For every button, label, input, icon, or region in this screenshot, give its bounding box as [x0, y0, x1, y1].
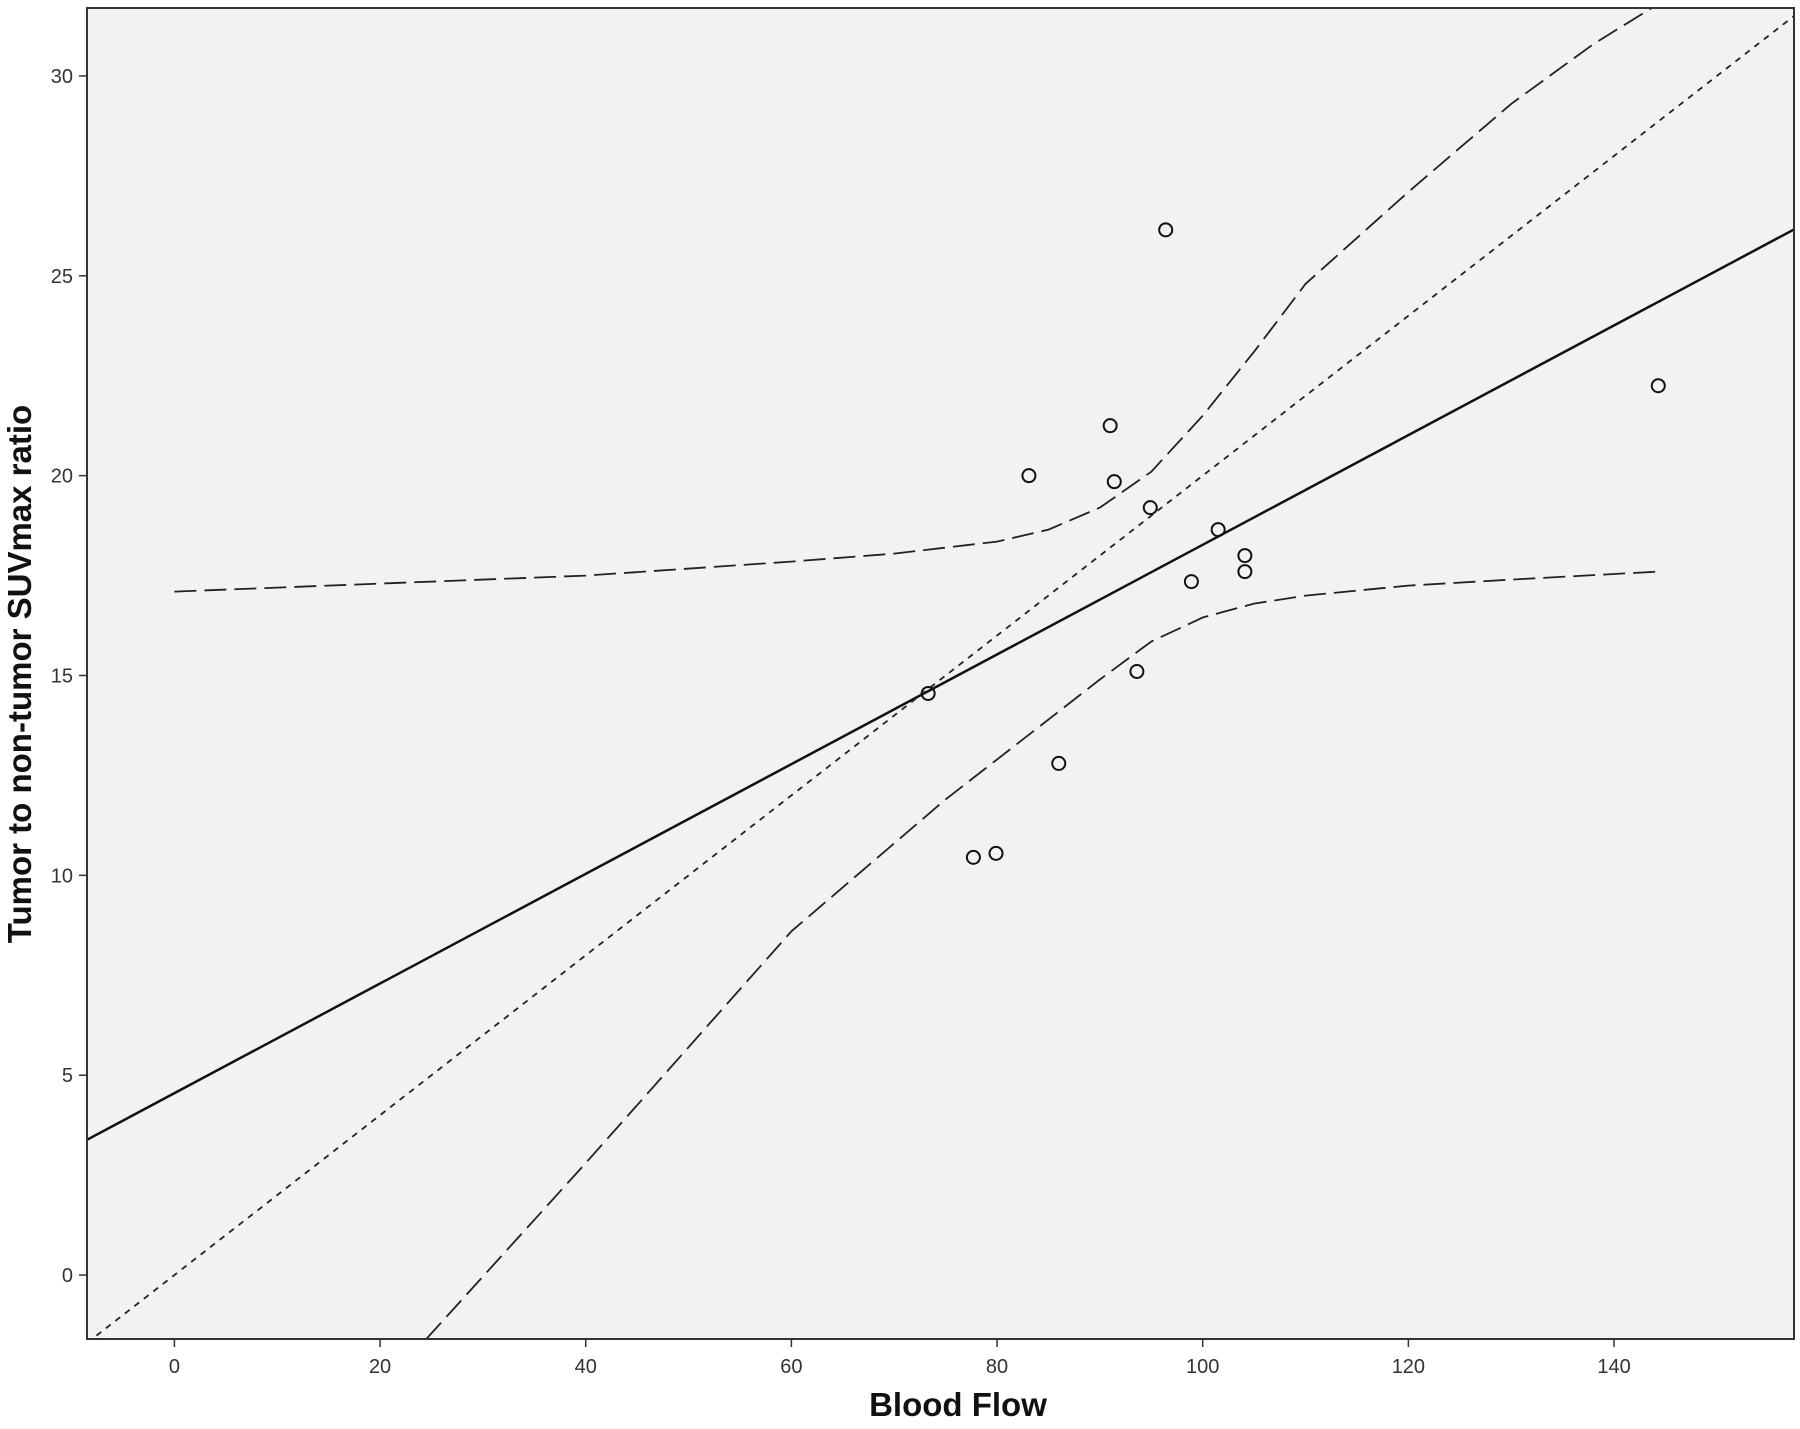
y-axis: 0 5 10 15 20 25 30 — [51, 66, 87, 1287]
y-axis-title: Tumor to non-tumor SUVmax ratio — [1, 405, 38, 943]
plot-frame — [86, 7, 1795, 1340]
data-point — [965, 849, 981, 865]
y-tick-label: 10 — [51, 865, 73, 887]
x-axis: 0 20 40 60 80 100 120 140 — [169, 1339, 1631, 1378]
data-point — [988, 845, 1004, 861]
x-tick-label: 40 — [575, 1356, 597, 1378]
x-tick-label: 80 — [986, 1356, 1008, 1378]
data-point — [1210, 522, 1226, 538]
plot-background — [87, 8, 1794, 1339]
x-tick-label: 0 — [169, 1356, 180, 1378]
y-tick-label: 5 — [62, 1065, 73, 1087]
data-point — [1106, 474, 1122, 490]
y-tick-label: 20 — [51, 466, 73, 488]
x-tick-label: 20 — [369, 1356, 391, 1378]
y-tick-label: 0 — [62, 1265, 73, 1287]
reference-line — [90, 15, 1794, 1339]
data-point — [1650, 378, 1666, 394]
data-point — [1102, 418, 1118, 434]
data-point — [1021, 468, 1037, 484]
y-tick-label: 30 — [51, 66, 73, 88]
x-tick-label: 60 — [780, 1356, 802, 1378]
confidence-lower-curve — [425, 570, 1659, 1339]
x-tick-label: 100 — [1186, 1356, 1219, 1378]
data-point — [1237, 564, 1253, 580]
data-point — [1237, 548, 1253, 564]
data-point — [1158, 222, 1174, 238]
data-point — [1142, 500, 1158, 516]
confidence-upper-curve — [174, 8, 1654, 593]
x-axis-title: Blood Flow — [869, 1386, 1047, 1423]
x-tick-label: 140 — [1597, 1356, 1630, 1378]
data-points — [920, 222, 1666, 865]
data-point — [1129, 664, 1145, 680]
data-point — [920, 685, 936, 701]
x-tick-label: 120 — [1392, 1356, 1425, 1378]
data-point — [1051, 755, 1067, 771]
y-tick-label: 15 — [51, 665, 73, 687]
regression-fit-line — [87, 228, 1794, 1141]
y-tick-label: 25 — [51, 266, 73, 288]
data-point — [1183, 574, 1199, 590]
